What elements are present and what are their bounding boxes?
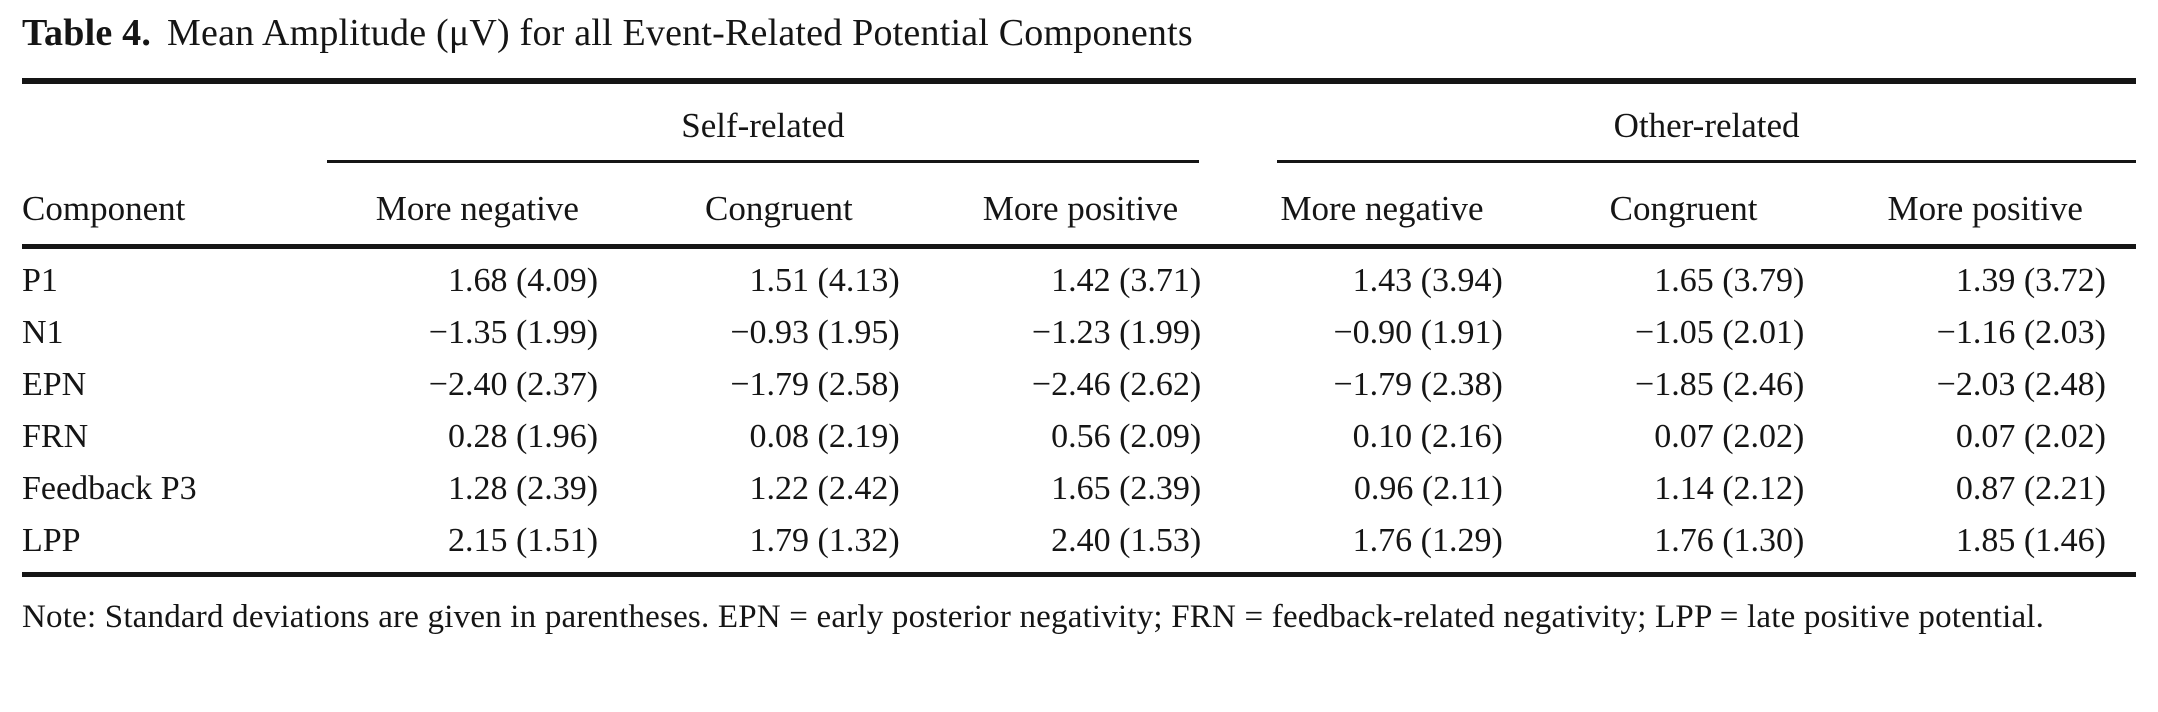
value-cell: 0.10 (2.16)	[1352, 417, 1503, 455]
value-cell: −0.90 (1.91)	[1333, 313, 1503, 351]
value-cell: 1.68 (4.09)	[447, 261, 599, 299]
value-cell: 1.42 (3.71)	[1051, 261, 1202, 299]
value-cell: −1.35 (1.99)	[428, 313, 599, 351]
header-self-more-positive: More positive	[929, 162, 1232, 249]
table-title: Table 4. Mean Amplitude (μV) for all Even…	[22, 12, 2136, 56]
header-other-more-negative: More negative	[1231, 162, 1533, 249]
table-row-frn: FRN 0.28 (1.96) 0.08 (2.19) 0.56 (2.09) …	[22, 411, 2136, 463]
value-cell: 1.85 (1.46)	[1834, 514, 2136, 577]
component-cell: EPN	[22, 365, 87, 403]
value-cell: −2.46 (2.62)	[1031, 365, 1202, 403]
value-cell: −1.05 (2.01)	[1635, 313, 1805, 351]
header-self-congruent: Congruent	[628, 162, 930, 249]
value-cell: 1.65 (2.39)	[1051, 469, 1202, 507]
value-cell: 2.15 (1.51)	[326, 514, 629, 577]
value-cell: 1.76 (1.29)	[1231, 514, 1533, 577]
table-row-epn: EPN −2.40 (2.37) −1.79 (2.58) −2.46 (2.6…	[22, 359, 2136, 411]
value-cell: 1.65 (3.79)	[1654, 261, 1805, 299]
value-cell: −2.40 (2.37)	[428, 365, 599, 403]
table-title-text: Mean Amplitude (μV) for all Event-Relate…	[167, 12, 1193, 54]
value-cell: 1.51 (4.13)	[749, 261, 900, 299]
component-cell: Feedback P3	[22, 469, 197, 507]
value-cell: 0.56 (2.09)	[1051, 417, 1202, 455]
value-cell: 0.87 (2.21)	[1955, 469, 2106, 507]
value-cell: 1.39 (3.72)	[1955, 261, 2106, 299]
table-row-lpp: LPP 2.15 (1.51) 1.79 (1.32) 2.40 (1.53) …	[22, 514, 2136, 577]
value-cell: 1.14 (2.12)	[1654, 469, 1805, 507]
value-cell: −1.16 (2.03)	[1936, 313, 2106, 351]
value-cell: −1.23 (1.99)	[1031, 313, 1202, 351]
value-cell: −0.93 (1.95)	[730, 313, 900, 351]
erp-amplitude-table: Self-related Other-related Component Mor…	[22, 77, 2136, 577]
component-cell: FRN	[22, 417, 89, 455]
table-row-p1: P1 1.68 (4.09) 1.51 (4.13) 1.42 (3.71) 1…	[22, 246, 2136, 307]
value-cell: 0.07 (2.02)	[1654, 417, 1805, 455]
value-cell: 0.28 (1.96)	[447, 417, 599, 455]
header-other-congruent: Congruent	[1532, 162, 1835, 249]
table-row-feedback-p3: Feedback P3 1.28 (2.39) 1.22 (2.42) 1.65…	[22, 463, 2136, 515]
header-other-more-positive: More positive	[1834, 162, 2136, 249]
value-cell: 0.07 (2.02)	[1955, 417, 2106, 455]
group-self-related-label: Self-related	[326, 84, 1200, 163]
value-cell: 0.08 (2.19)	[749, 417, 900, 455]
group-other-related-label: Other-related	[1277, 84, 2136, 163]
header-component: Component	[22, 162, 327, 249]
column-header-row: Component More negative Congruent More p…	[22, 162, 2136, 249]
value-cell: 2.40 (1.53)	[929, 514, 1232, 577]
value-cell: 1.79 (1.32)	[628, 514, 930, 577]
table-number-label: Table 4.	[22, 12, 152, 54]
value-cell: 1.76 (1.30)	[1532, 514, 1835, 577]
component-cell: P1	[22, 261, 58, 299]
value-cell: 1.22 (2.42)	[749, 469, 900, 507]
component-cell: LPP	[22, 514, 327, 577]
table-row-n1: N1 −1.35 (1.99) −0.93 (1.95) −1.23 (1.99…	[22, 307, 2136, 359]
value-cell: −1.85 (2.46)	[1635, 365, 1805, 403]
spanner-spacer	[22, 81, 327, 163]
value-cell: 1.43 (3.94)	[1352, 261, 1503, 299]
header-self-more-negative: More negative	[326, 162, 629, 249]
value-cell: 1.28 (2.39)	[447, 469, 599, 507]
component-cell: N1	[22, 313, 64, 351]
value-cell: 0.96 (2.11)	[1353, 469, 1503, 507]
value-cell: −2.03 (2.48)	[1936, 365, 2106, 403]
group-other-related: Other-related	[1231, 81, 2136, 163]
group-self-related: Self-related	[326, 81, 1232, 163]
group-spanner-row: Self-related Other-related	[22, 81, 2136, 163]
table-note: Note: Standard deviations are given in p…	[22, 598, 2045, 635]
value-cell: −1.79 (2.38)	[1333, 365, 1503, 403]
value-cell: −1.79 (2.58)	[730, 365, 900, 403]
